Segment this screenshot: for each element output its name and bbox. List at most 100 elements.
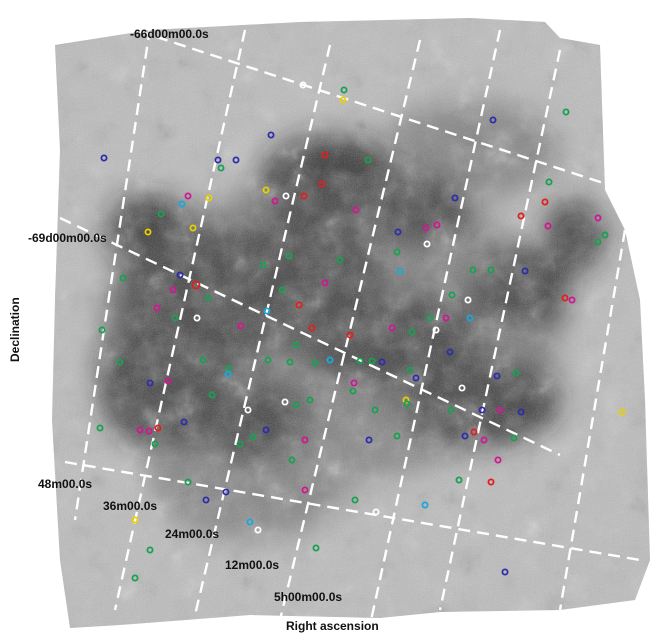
source-marker	[594, 214, 602, 222]
source-marker	[232, 156, 240, 164]
source-marker	[244, 406, 252, 414]
source-marker	[510, 434, 518, 442]
ra-tick-label: 12m00.0s	[225, 558, 279, 572]
source-marker	[601, 231, 609, 239]
ra-line	[438, 49, 562, 611]
source-marker	[263, 307, 271, 315]
source-marker	[544, 222, 552, 230]
source-marker	[364, 156, 372, 164]
source-marker	[321, 151, 329, 159]
source-marker	[119, 274, 127, 282]
dec-tick-label: -66d00m00.0s	[130, 27, 209, 41]
source-marker	[98, 326, 106, 334]
source-marker	[545, 178, 553, 186]
source-marker	[169, 286, 177, 294]
ra-line	[73, 27, 152, 521]
source-marker	[378, 358, 386, 366]
source-marker	[178, 200, 186, 208]
source-marker	[394, 228, 402, 236]
source-marker	[237, 322, 245, 330]
source-marker	[184, 192, 192, 200]
source-marker	[568, 296, 576, 304]
source-marker	[299, 81, 307, 89]
source-marker	[180, 418, 188, 426]
source-marker	[372, 508, 380, 516]
source-marker	[301, 436, 309, 444]
source-marker	[136, 426, 144, 434]
source-marker	[199, 356, 207, 364]
ra-tick-label: 24m00.0s	[165, 527, 219, 541]
source-marker	[487, 266, 495, 274]
source-marker	[267, 131, 275, 139]
ra-line	[193, 44, 332, 616]
source-marker	[131, 516, 139, 524]
source-marker	[351, 496, 359, 504]
source-marker	[176, 271, 184, 279]
source-marker	[501, 568, 509, 576]
source-marker	[308, 324, 316, 332]
dec-line	[59, 216, 561, 457]
ra-tick-label: 48m00.0s	[38, 477, 92, 491]
source-marker	[469, 266, 477, 274]
source-marker	[171, 314, 179, 322]
source-marker	[312, 544, 320, 552]
source-marker	[214, 156, 222, 164]
source-marker	[222, 488, 230, 496]
source-marker	[447, 406, 455, 414]
source-marker	[300, 192, 308, 200]
source-marker	[144, 228, 152, 236]
source-marker	[493, 372, 501, 380]
source-marker	[236, 440, 244, 448]
source-marker	[517, 212, 525, 220]
source-marker	[487, 478, 495, 486]
source-marker	[281, 398, 289, 406]
source-marker	[96, 424, 104, 432]
source-marker	[371, 406, 379, 414]
source-marker	[151, 440, 159, 448]
source-marker	[458, 384, 466, 392]
source-marker	[426, 314, 434, 322]
source-marker	[480, 436, 488, 444]
source-marker	[421, 501, 429, 509]
source-marker	[340, 86, 348, 94]
source-marker	[496, 406, 504, 414]
source-marker	[311, 359, 319, 367]
source-marker	[388, 324, 396, 332]
source-marker	[403, 400, 411, 408]
source-marker	[154, 424, 162, 432]
source-marker	[204, 294, 212, 302]
source-marker	[224, 370, 232, 378]
x-axis-title: Right ascension	[286, 619, 379, 633]
source-marker	[423, 240, 431, 248]
source-marker	[116, 358, 124, 366]
source-marker	[217, 164, 225, 172]
source-marker	[146, 379, 154, 387]
source-marker	[191, 280, 201, 290]
source-marker	[157, 210, 165, 218]
source-marker	[517, 408, 525, 416]
source-marker	[285, 252, 293, 260]
ra-line	[278, 39, 422, 621]
source-marker	[455, 476, 463, 484]
dec-line	[119, 23, 641, 197]
source-marker	[448, 291, 456, 299]
source-marker	[396, 267, 404, 275]
source-marker	[301, 486, 309, 494]
source-marker	[406, 366, 414, 374]
source-marker	[205, 194, 213, 202]
source-marker	[432, 326, 440, 334]
source-marker	[594, 238, 602, 246]
source-marker	[466, 314, 474, 322]
source-marker	[145, 427, 153, 435]
source-marker	[286, 358, 294, 366]
source-marker	[368, 357, 376, 365]
source-marker	[189, 224, 197, 232]
source-marker	[339, 96, 347, 104]
ra-tick-label: 36m00.0s	[103, 499, 157, 513]
source-marker	[464, 296, 472, 304]
source-marker	[408, 328, 416, 336]
source-marker	[264, 356, 272, 364]
coordinate-grid	[59, 23, 641, 626]
